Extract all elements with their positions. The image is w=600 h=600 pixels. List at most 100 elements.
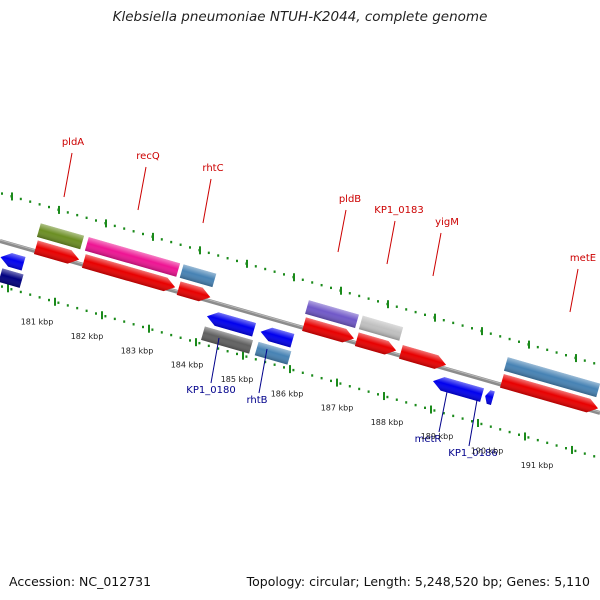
gene-feature-blue-rev [485, 390, 495, 405]
gene-label-forward: rhtC [202, 163, 223, 174]
minor-tick [301, 371, 304, 374]
gene-shading [254, 341, 292, 365]
gene-feature-red-fwd [500, 374, 599, 413]
minor-tick [424, 406, 426, 410]
minor-tick [311, 281, 314, 284]
minor-tick [583, 452, 586, 455]
gene-shading [36, 223, 85, 250]
minor-tick [226, 257, 229, 260]
scale-label: 188 kbp [371, 418, 404, 427]
minor-tick [320, 283, 323, 287]
major-tick [383, 392, 385, 401]
minor-tick [348, 292, 351, 295]
minor-tick [76, 306, 79, 310]
scale-label: 181 kbp [21, 318, 54, 327]
minor-tick [414, 310, 417, 314]
major-tick [430, 405, 432, 414]
minor-tick [217, 254, 220, 257]
minor-tick [283, 366, 285, 369]
minor-tick [471, 420, 473, 423]
gene-shading [0, 253, 26, 271]
major-tick [148, 324, 150, 333]
gene-feature-blue-rev [0, 253, 26, 271]
minor-tick [527, 436, 530, 439]
leader-line [258, 348, 268, 394]
minor-tick [123, 320, 126, 323]
accession-text: Accession: NC_012731 [9, 574, 152, 589]
gene-shading [0, 268, 24, 288]
gene-feature-purple-box [305, 300, 359, 329]
minor-tick [555, 351, 558, 354]
scale-label: 184 kbp [171, 361, 204, 370]
gene-shading [485, 390, 495, 405]
minor-tick [151, 328, 154, 331]
gene-label-reverse: KP1_0186 [448, 448, 497, 459]
minor-tick [508, 430, 511, 434]
minor-tick [160, 238, 163, 241]
minor-tick [254, 358, 257, 361]
gene-feature-navy-box [0, 268, 24, 288]
gene-shading [305, 300, 359, 329]
gene-label-reverse: KP1_0180 [186, 385, 235, 396]
leader-line [468, 399, 478, 447]
minor-tick [245, 355, 248, 358]
gene-feature-steel-box [179, 264, 217, 288]
minor-tick [142, 232, 144, 236]
minor-tick [583, 359, 586, 362]
gene-label-forward: recQ [136, 151, 160, 162]
gene-shading [354, 332, 397, 355]
major-tick [481, 327, 483, 336]
gene-feature-gray-box [201, 326, 253, 354]
leader-line [386, 220, 396, 265]
scale-label: 191 kbp [521, 461, 554, 470]
minor-tick [236, 352, 238, 356]
minor-tick [405, 308, 408, 311]
minor-tick [19, 197, 22, 201]
minor-tick [565, 354, 567, 357]
minor-tick [367, 297, 370, 300]
minor-tick [395, 398, 398, 401]
minor-tick [113, 317, 116, 321]
gene-shading [260, 327, 295, 348]
minor-tick [452, 321, 455, 325]
major-tick [336, 378, 338, 387]
minor-tick [217, 347, 220, 350]
major-tick [246, 259, 248, 268]
minor-tick [170, 333, 173, 337]
scale-label: 186 kbp [271, 389, 304, 398]
minor-tick [565, 447, 567, 450]
gene-feature-blue-rev [206, 312, 256, 337]
gene-label-forward: pldB [339, 194, 361, 205]
minor-tick [254, 265, 257, 268]
leader-line [210, 337, 220, 384]
minor-tick [461, 417, 464, 420]
scale-label: 183 kbp [121, 346, 154, 355]
leader-line [202, 178, 212, 224]
major-tick [571, 445, 573, 454]
minor-tick [499, 428, 502, 431]
minor-tick [264, 267, 267, 271]
major-tick [477, 418, 479, 427]
minor-tick [518, 433, 520, 436]
gene-shading [206, 312, 256, 337]
leader-line [432, 232, 442, 277]
gene-label-forward: yigM [435, 217, 459, 228]
minor-tick [377, 393, 379, 396]
major-tick [105, 219, 107, 228]
minor-tick [377, 300, 379, 303]
minor-tick [555, 444, 558, 447]
gene-shading [84, 237, 181, 277]
scale-label: 189 kbp [421, 432, 454, 441]
leader-line [438, 391, 448, 433]
major-tick [152, 232, 154, 241]
minor-tick [339, 382, 342, 385]
minor-tick [593, 362, 596, 365]
minor-tick [29, 293, 32, 296]
minor-tick [264, 360, 267, 364]
minor-tick [424, 313, 426, 317]
minor-tick [76, 213, 79, 217]
minor-tick [593, 455, 596, 458]
gene-feature-blue-rev [432, 377, 484, 402]
minor-tick [48, 298, 50, 302]
